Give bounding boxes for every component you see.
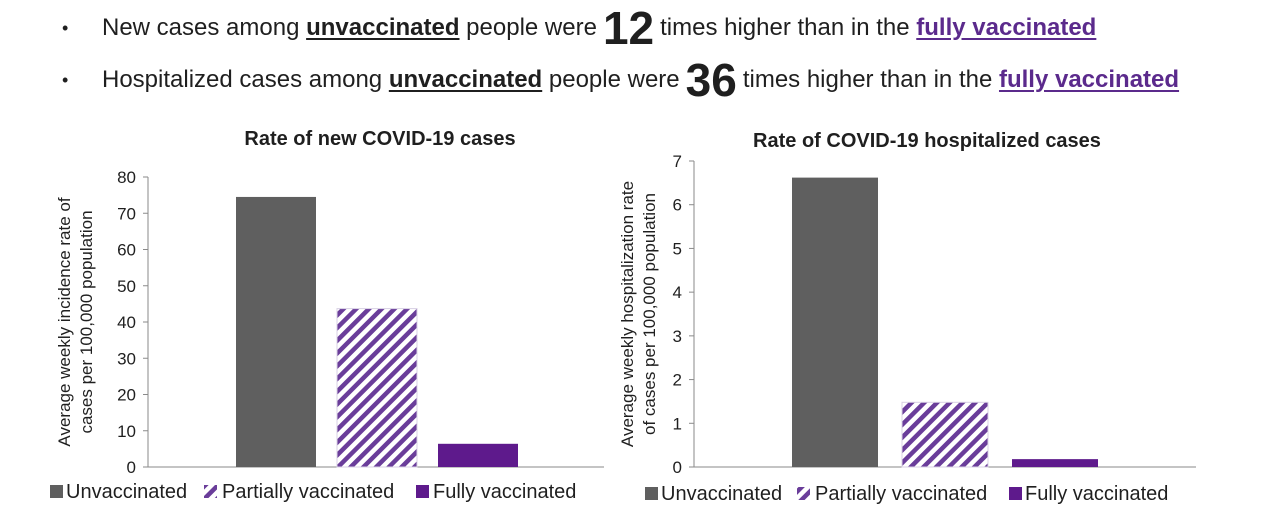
bullet-multiplier: 12 — [602, 2, 655, 54]
legend-label-partially: Partially vaccinated — [815, 483, 987, 505]
bullet-text-post: times higher than in the — [660, 14, 910, 41]
bar-partially — [336, 308, 418, 468]
chart-title: Rate of new COVID-19 cases — [244, 128, 515, 150]
y-axis-label: Average weekly hospitalization rate — [618, 181, 637, 447]
bullet-text-post: times higher than in the — [742, 66, 993, 93]
y-tick-label: 80 — [117, 168, 136, 187]
legend-swatch-partially — [797, 487, 810, 500]
bullet-emphasis-unvaccinated: unvaccinated — [388, 66, 543, 93]
y-tick-label: 1 — [673, 414, 682, 433]
bullet-emphasis-unvaccinated: unvaccinated — [306, 14, 460, 41]
chart-new-cases: Rate of new COVID-19 cases Average weekly… — [50, 128, 604, 503]
y-tick-label: 60 — [117, 241, 136, 260]
bullet-new-cases: • New cases among unvaccinated people we… — [62, 2, 1242, 54]
bullet-dot: • — [62, 17, 69, 38]
y-tick-label: 50 — [117, 277, 136, 296]
bullet-text-pre: New cases among — [102, 14, 300, 41]
chart-hospitalized-cases: Rate of COVID-19 hospitalized cases Avera… — [618, 130, 1196, 505]
y-tick-label: 7 — [673, 152, 682, 171]
legend-swatch-unvaccinated — [645, 487, 658, 500]
legend-label-partially: Partially vaccinated — [222, 481, 394, 503]
legend-swatch-fully — [1009, 487, 1022, 500]
legend-label-fully: Fully vaccinated — [433, 481, 576, 503]
bar-fully — [1012, 459, 1098, 467]
legend-swatch-unvaccinated — [50, 485, 63, 498]
bullet-multiplier: 36 — [685, 54, 737, 106]
summary-bullets: • New cases among unvaccinated people we… — [62, 2, 1242, 106]
y-tick-label: 6 — [673, 196, 682, 215]
y-tick-label: 30 — [117, 349, 136, 368]
y-tick-label: 2 — [673, 371, 682, 390]
legend-label-unvaccinated: Unvaccinated — [66, 481, 187, 503]
y-tick-label: 10 — [117, 422, 136, 441]
y-axis-label: cases per 100,000 population — [77, 210, 96, 433]
bullet-emphasis-fully-vaccinated: fully vaccinated — [998, 66, 1180, 93]
y-tick-label: 0 — [673, 458, 682, 477]
legend-label-unvaccinated: Unvaccinated — [661, 483, 782, 505]
bullet-text-pre: Hospitalized cases among — [102, 66, 383, 93]
y-tick-label: 20 — [117, 386, 136, 405]
bar-unvaccinated — [236, 196, 316, 467]
y-tick-label: 0 — [127, 458, 136, 477]
legend-label-fully: Fully vaccinated — [1025, 483, 1168, 505]
bullet-emphasis-fully-vaccinated: fully vaccinated — [916, 14, 1097, 41]
legend-swatch-fully — [416, 485, 429, 498]
bullet-hospitalized: • Hospitalized cases among unvaccinated … — [62, 54, 1242, 106]
chart-title: Rate of COVID-19 hospitalized cases — [753, 130, 1101, 152]
y-axis-label: of cases per 100,000 population — [640, 193, 659, 435]
bar-partially — [901, 401, 989, 468]
bullet-text-mid: people were — [548, 66, 680, 93]
bar-fully — [438, 443, 518, 467]
y-tick-label: 70 — [117, 204, 136, 223]
legend-swatch-partially — [204, 485, 217, 498]
bullet-text-mid: people were — [466, 14, 597, 41]
y-tick-label: 5 — [673, 239, 682, 258]
bullet-dot: • — [62, 69, 69, 90]
y-axis-label: Average weekly incidence rate of — [55, 197, 74, 446]
bar-unvaccinated — [792, 177, 878, 467]
y-tick-label: 40 — [117, 313, 136, 332]
y-tick-label: 4 — [673, 283, 682, 302]
y-tick-label: 3 — [673, 327, 682, 346]
